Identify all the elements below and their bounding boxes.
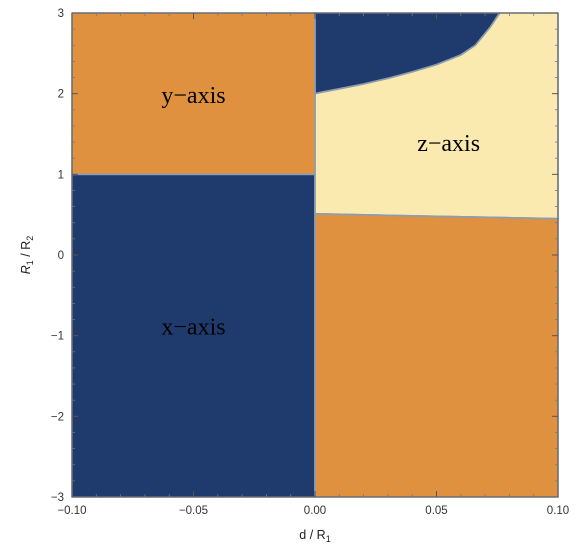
y-tick-label: −2: [51, 411, 64, 423]
region-label-2: x−axis: [161, 315, 225, 341]
x-axis-title-main: d / R: [299, 528, 325, 542]
region-x-axis-upper: [315, 13, 500, 94]
x-tick-label: 0.05: [425, 505, 447, 517]
x-tick-label: −0.05: [179, 505, 208, 517]
y-axis-title: R1 / R2: [19, 236, 35, 275]
regions-layer: [72, 13, 558, 498]
y-tick-label: 1: [58, 169, 64, 181]
x-axis-ticks: −0.10 −0.05 0.00 0.05 0.10: [57, 13, 569, 517]
y-axis-title-r1-sub: 1: [25, 260, 35, 265]
region-y-axis-right: [315, 213, 558, 498]
region-y-axis-left: [72, 13, 315, 175]
y-tick-label: −1: [51, 331, 64, 343]
region-z-axis: [315, 13, 558, 219]
x-axis-title: d / R1: [299, 528, 330, 544]
region-label-1: z−axis: [417, 131, 480, 157]
x-tick-label: 0.00: [304, 505, 326, 517]
y-axis-ticks: −3 −2 −1 0 1 2 3: [51, 8, 558, 504]
y-axis-title-r1: R: [19, 265, 33, 274]
y-tick-label: −3: [51, 492, 64, 504]
y-tick-label: 0: [58, 250, 64, 262]
region-x-axis: [72, 174, 315, 497]
y-axis-title-sep: / R: [19, 241, 33, 260]
y-tick-label: 2: [58, 89, 64, 101]
y-tick-label: 3: [58, 8, 64, 20]
annotations-layer: y−axis z−axis x−axis: [161, 83, 480, 341]
x-tick-label: 0.10: [547, 505, 569, 517]
region-label-0: y−axis: [161, 83, 225, 109]
x-axis-title-sub: 1: [326, 534, 331, 544]
y-axis-title-r2-sub: 2: [25, 236, 35, 241]
x-tick-label: −0.10: [57, 505, 86, 517]
